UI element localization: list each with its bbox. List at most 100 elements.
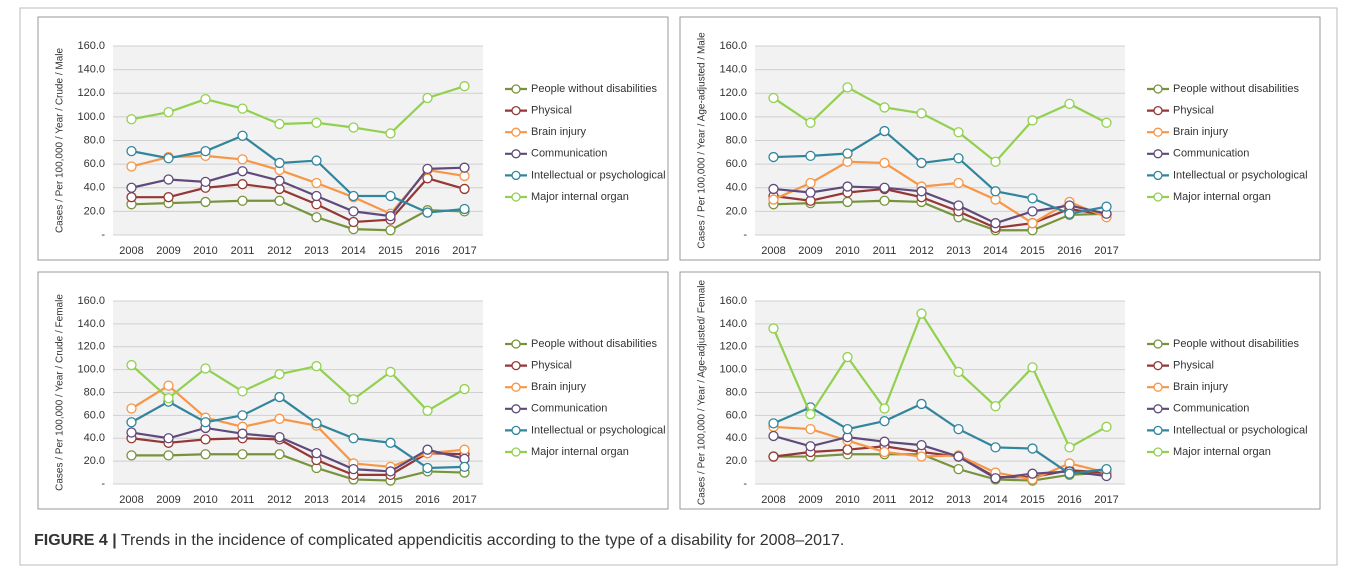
x-tick-label: 2008 <box>761 494 785 506</box>
point <box>274 175 285 186</box>
point <box>200 196 211 208</box>
point <box>348 190 359 202</box>
legend-label: People without disabilities <box>531 83 657 95</box>
x-tick-label: 2008 <box>119 494 143 506</box>
legend-marker <box>511 382 521 392</box>
point <box>311 212 322 223</box>
x-tick-label: 2012 <box>909 245 933 257</box>
point <box>768 194 779 205</box>
point <box>990 473 1001 484</box>
point <box>274 195 285 206</box>
legend-marker <box>1153 447 1163 457</box>
point <box>842 423 853 435</box>
legend-label: Major internal organ <box>1173 191 1271 203</box>
legend-label: Major internal organ <box>1173 446 1271 458</box>
y-tick-label: 60.0 <box>726 158 747 170</box>
y-tick-label: 80.0 <box>84 134 105 146</box>
point <box>459 81 470 92</box>
y-tick-label: 160.0 <box>77 40 105 52</box>
y-tick-label: 160.0 <box>719 295 747 307</box>
legend-label: Communication <box>1173 148 1249 160</box>
legend-label: People without disabilities <box>1173 338 1299 350</box>
point <box>990 156 1001 167</box>
x-tick-label: 2016 <box>415 494 439 506</box>
legend-label: Brain injury <box>531 126 587 138</box>
caption-label: FIGURE 4 | <box>34 532 117 549</box>
y-tick-label: 60.0 <box>726 409 747 421</box>
point <box>805 409 816 420</box>
x-tick-label: 2011 <box>873 245 897 257</box>
legend-marker <box>511 170 521 181</box>
point <box>126 359 137 371</box>
y-tick-label: 100.0 <box>77 364 105 376</box>
point <box>879 446 890 458</box>
legend-marker <box>511 192 521 202</box>
point <box>237 386 248 397</box>
x-tick-label: 2016 <box>415 245 439 257</box>
series-line <box>773 425 1107 481</box>
point <box>274 431 285 443</box>
point <box>916 308 927 319</box>
legend-marker <box>511 84 521 94</box>
y-tick-label: 40.0 <box>84 182 105 194</box>
point <box>842 351 853 363</box>
point <box>163 174 174 185</box>
point <box>953 463 964 475</box>
x-tick-label: 2015 <box>1020 245 1044 257</box>
x-tick-label: 2009 <box>156 494 180 506</box>
legend-label: Intellectual or psychological <box>531 424 666 436</box>
point <box>459 444 470 455</box>
point <box>163 192 174 203</box>
y-tick-label: 160.0 <box>719 40 747 52</box>
series-line <box>773 402 1107 475</box>
point <box>422 444 433 455</box>
y-tick-label: - <box>101 478 105 490</box>
point <box>311 177 322 189</box>
series-line <box>772 311 1108 449</box>
point <box>916 398 927 410</box>
series-line <box>773 185 1107 225</box>
point <box>459 183 470 195</box>
point <box>200 145 211 157</box>
legend-marker <box>1153 170 1163 181</box>
y-tick-label: 140.0 <box>77 64 105 76</box>
point <box>879 415 890 427</box>
point <box>879 102 890 113</box>
x-tick-label: 2009 <box>798 494 822 506</box>
point <box>348 463 359 475</box>
legend-label: People without disabilities <box>531 338 657 350</box>
caption: FIGURE 4 | Trends in the incidence of co… <box>34 532 844 549</box>
point <box>805 177 816 189</box>
point <box>385 366 396 378</box>
point <box>348 433 359 444</box>
point <box>348 122 359 133</box>
point <box>1027 362 1038 373</box>
x-tick-label: 2012 <box>267 245 291 257</box>
series-line <box>773 187 1107 230</box>
legend-label: Physical <box>531 105 572 117</box>
point <box>348 216 359 228</box>
point <box>1101 463 1112 475</box>
point <box>768 323 779 334</box>
point <box>126 450 137 461</box>
point <box>842 82 853 93</box>
point <box>768 430 779 442</box>
point <box>422 405 433 416</box>
legend-label: Communication <box>531 403 607 415</box>
point <box>163 450 174 461</box>
point <box>385 466 396 477</box>
point <box>879 436 890 447</box>
point <box>237 449 248 460</box>
x-tick-label: 2015 <box>378 494 402 506</box>
legend-marker <box>511 404 521 414</box>
legend-label: Brain injury <box>1173 381 1229 393</box>
point <box>385 190 396 202</box>
point <box>459 203 470 215</box>
y-tick-label: 100.0 <box>77 111 105 123</box>
x-tick-label: 2017 <box>452 245 476 257</box>
point <box>200 363 211 374</box>
point <box>916 108 927 119</box>
point <box>768 418 779 429</box>
point <box>311 190 322 202</box>
y-tick-label: 80.0 <box>726 386 747 398</box>
